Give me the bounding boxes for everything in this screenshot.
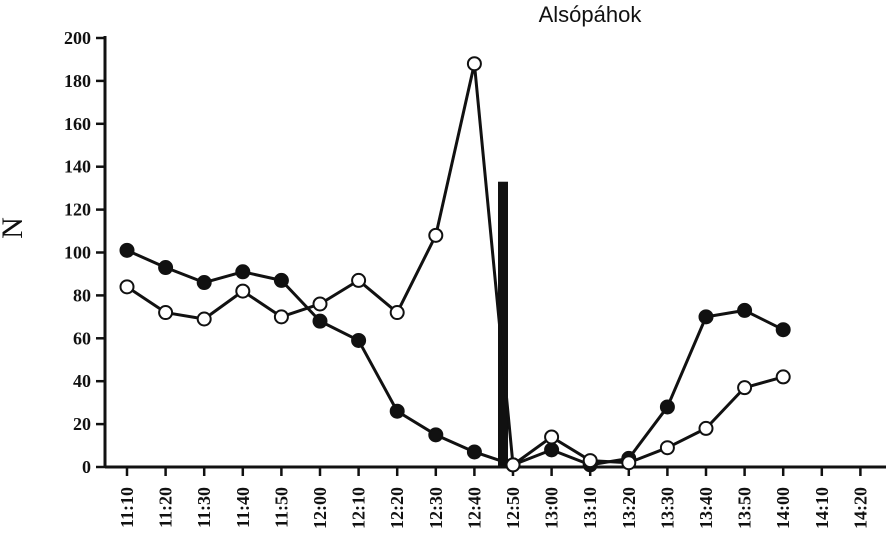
- y-tick-label: 200: [64, 28, 91, 48]
- series-2-point: [505, 457, 521, 473]
- series-line-2: [126, 62, 784, 467]
- x-tick-label: 12:00: [310, 487, 330, 529]
- y-tick-label: 120: [64, 200, 91, 220]
- x-tick-label: 13:50: [735, 487, 755, 529]
- x-tick-label: 12:20: [387, 487, 407, 529]
- annotations: [498, 181, 508, 467]
- series-2-point: [351, 272, 367, 288]
- series-2-point: [428, 227, 444, 243]
- y-tick-label: 140: [64, 157, 91, 177]
- series-2-point: [698, 420, 714, 436]
- x-tick-label: 11:40: [233, 487, 253, 528]
- x-tick-label: 13:10: [580, 487, 600, 529]
- series-group: [119, 56, 791, 473]
- series-2-point: [544, 429, 560, 445]
- y-tick-label: 40: [73, 371, 91, 391]
- series-2-point: [235, 283, 251, 299]
- series-1-point: [775, 322, 791, 338]
- y-axis-label: N: [0, 217, 29, 239]
- series-2-point: [659, 440, 675, 456]
- series-2-point: [196, 311, 212, 327]
- y-tick-label: 80: [73, 285, 91, 305]
- x-tick-label: 12:10: [349, 487, 369, 529]
- series-1-point: [235, 264, 251, 280]
- x-tick-label: 14:10: [812, 487, 832, 529]
- y-tick-label: 160: [64, 114, 91, 134]
- series-1-point: [659, 399, 675, 415]
- series-2-point: [389, 305, 405, 321]
- series-2-point: [273, 309, 289, 325]
- x-tick-label: 13:00: [542, 487, 562, 529]
- series-2-point: [775, 369, 791, 385]
- series-2-point: [119, 279, 135, 295]
- y-tick-label: 0: [82, 457, 91, 477]
- series-1-point: [389, 403, 405, 419]
- series-2-point: [158, 305, 174, 321]
- vertical-bar-marker: [498, 181, 508, 467]
- x-tick-label: 14:00: [773, 487, 793, 529]
- y-tick-label: 180: [64, 71, 91, 91]
- x-tick-label: 13:40: [696, 487, 716, 529]
- series-1-point: [428, 427, 444, 443]
- x-tick-label: 14:20: [850, 487, 870, 529]
- x-tick-label: 12:30: [426, 487, 446, 529]
- series-1-point: [351, 332, 367, 348]
- series-1-point: [312, 313, 328, 329]
- series-2-point: [621, 455, 637, 471]
- series-2-point: [582, 453, 598, 469]
- series-1-point: [158, 260, 174, 276]
- x-tick-label: 11:10: [117, 487, 137, 528]
- series-line-1: [126, 248, 784, 467]
- x-tick-label: 11:50: [271, 487, 291, 528]
- series-1-point: [466, 444, 482, 460]
- series-2-point: [737, 380, 753, 396]
- series-1-point: [196, 275, 212, 291]
- x-tick-label: 13:30: [657, 487, 677, 529]
- series-1-point: [737, 302, 753, 318]
- series-1-point: [698, 309, 714, 325]
- y-tick-label: 20: [73, 414, 91, 434]
- chart-title: Alsópáhok: [539, 2, 643, 27]
- y-tick-label: 60: [73, 328, 91, 348]
- x-tick-label: 12:40: [464, 487, 484, 529]
- x-ticks: 11:10 11:20 11:30 11:40 11:50 12:00 12:10 12:20…: [117, 467, 870, 529]
- series-1-point: [544, 442, 560, 458]
- y-ticks: 0 20 40 60 80 100 120 140 160 180 200: [64, 28, 105, 477]
- y-tick-label: 100: [64, 243, 91, 263]
- x-tick-label: 11:20: [156, 487, 176, 528]
- series-1-point: [119, 242, 135, 258]
- x-tick-label: 13:20: [619, 487, 639, 529]
- x-tick-label: 11:30: [194, 487, 214, 528]
- x-tick-label: 12:50: [503, 487, 523, 529]
- series-2-point: [312, 296, 328, 312]
- series-2-point: [466, 56, 482, 72]
- series-1-point: [273, 272, 289, 288]
